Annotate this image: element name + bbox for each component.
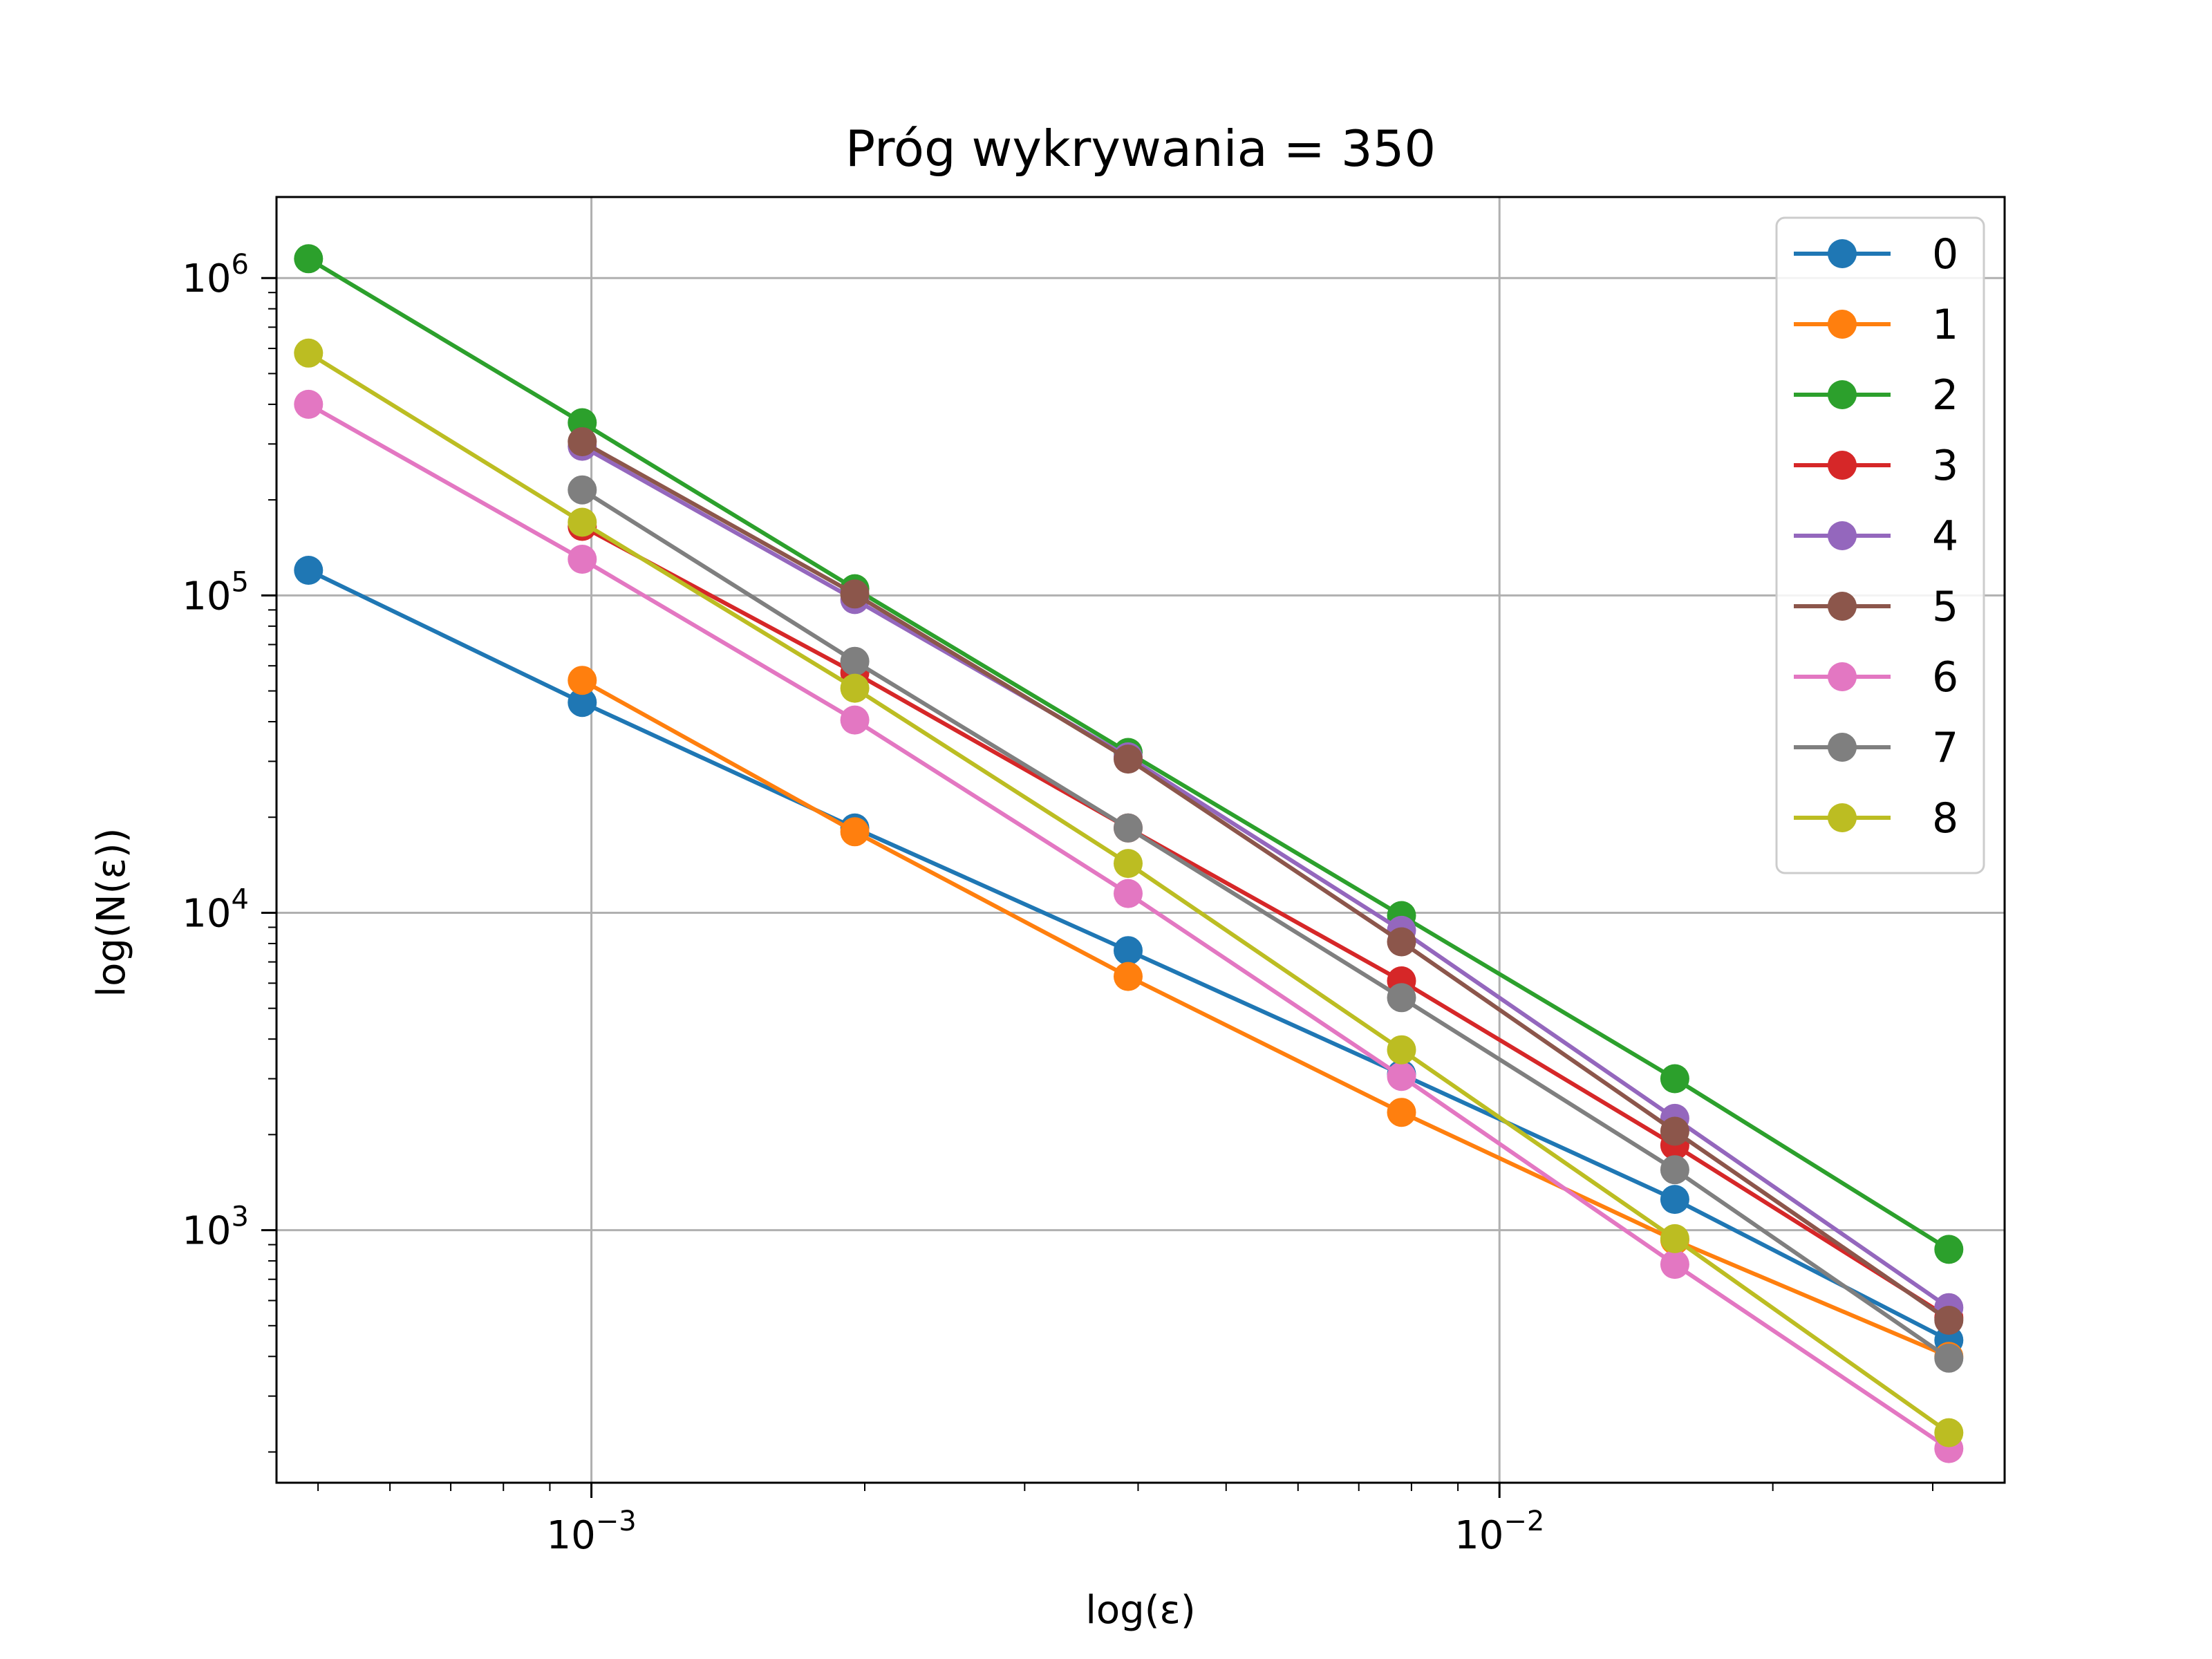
series-line-5 [581,440,1951,1322]
y-axis-label: log(N(ε)) [89,828,134,997]
data-point [568,666,597,695]
legend: 0 1 2 3 4 5 6 7 8 [1775,216,1985,874]
y-tick-label: 105 [182,566,249,619]
y-tick-label: 104 [182,883,249,936]
legend-item-7: 7 [1794,724,1958,772]
legend-item-1: 1 [1794,301,1958,349]
legend-item-8: 8 [1794,794,1958,843]
data-point [1660,1116,1689,1146]
data-point [840,673,870,703]
legend-marker [1828,662,1857,691]
data-point [1387,1035,1416,1065]
series-7 [568,475,1964,1373]
x-tick-label: 10−2 [1454,1506,1544,1558]
legend-marker [1828,380,1857,409]
legend-marker [1828,733,1857,762]
data-point [1934,1235,1964,1264]
grid [276,197,2005,1483]
series-line-3 [581,524,1950,1320]
legend-label: 5 [1932,583,1958,631]
data-point [1387,983,1416,1013]
series-line-1 [581,678,1950,1359]
series-5 [568,427,1964,1335]
x-tick-label: 10−3 [546,1506,636,1558]
legend-label: 7 [1932,724,1958,772]
legend-marker [1828,803,1857,832]
legend-marker [1828,521,1857,550]
legend-label: 0 [1932,230,1958,279]
data-point [294,338,324,368]
y-tick-label: 106 [182,249,249,301]
data-point [1660,1224,1689,1253]
series-line-4 [581,444,1951,1310]
series-line-7 [581,488,1950,1360]
legend-marker [1828,239,1857,268]
data-point [1114,879,1143,908]
legend-marker [1828,592,1857,621]
data-point [294,244,324,274]
data-point [1114,962,1143,991]
data-point [840,817,870,847]
data-point [1660,1064,1689,1094]
y-tick-label: 103 [182,1201,249,1254]
data-point [840,646,870,676]
data-point [1660,1250,1689,1280]
data-point [1934,1418,1964,1447]
data-point [1660,1185,1689,1215]
legend-item-5: 5 [1794,583,1958,631]
legend-label: 2 [1932,371,1958,420]
data-point [1934,1306,1964,1335]
data-point [568,545,597,574]
data-point [1387,1062,1416,1091]
data-point [568,427,597,456]
legend-label: 1 [1932,301,1958,349]
legend-marker [1828,451,1857,480]
legend-marker [1828,310,1857,339]
legend-label: 4 [1932,512,1958,561]
data-point [1114,849,1143,879]
legend-item-6: 6 [1794,653,1958,702]
data-point [1660,1155,1689,1185]
legend-item-2: 2 [1794,371,1958,420]
data-point [568,507,597,537]
data-point [1114,936,1143,966]
data-point [294,556,324,585]
data-point [1387,927,1416,957]
chart-title: Próg wykrywania = 350 [845,120,1436,178]
legend-item-3: 3 [1794,442,1958,490]
legend-box [1775,216,1985,874]
data-point [294,389,324,419]
data-point [1387,1098,1416,1127]
axes: 10−3 10−2 103 104 105 106 [182,249,1933,1558]
data-point [840,705,870,735]
legend-label: 8 [1932,794,1958,843]
data-point [568,688,597,718]
data-point [568,475,597,505]
legend-label: 3 [1932,442,1958,490]
series-8 [294,338,1964,1447]
series-6 [294,389,1964,1463]
x-axis-label: log(ε) [1085,1588,1195,1633]
data-point [840,579,870,609]
legend-item-0: 0 [1794,230,1958,279]
plot-frame [275,196,2006,1484]
legend-label: 6 [1932,653,1958,702]
data-point [1114,813,1143,843]
legend-item-4: 4 [1794,512,1958,561]
data-point [1934,1343,1964,1373]
plot-series [294,244,1964,1463]
data-point [1114,744,1143,774]
